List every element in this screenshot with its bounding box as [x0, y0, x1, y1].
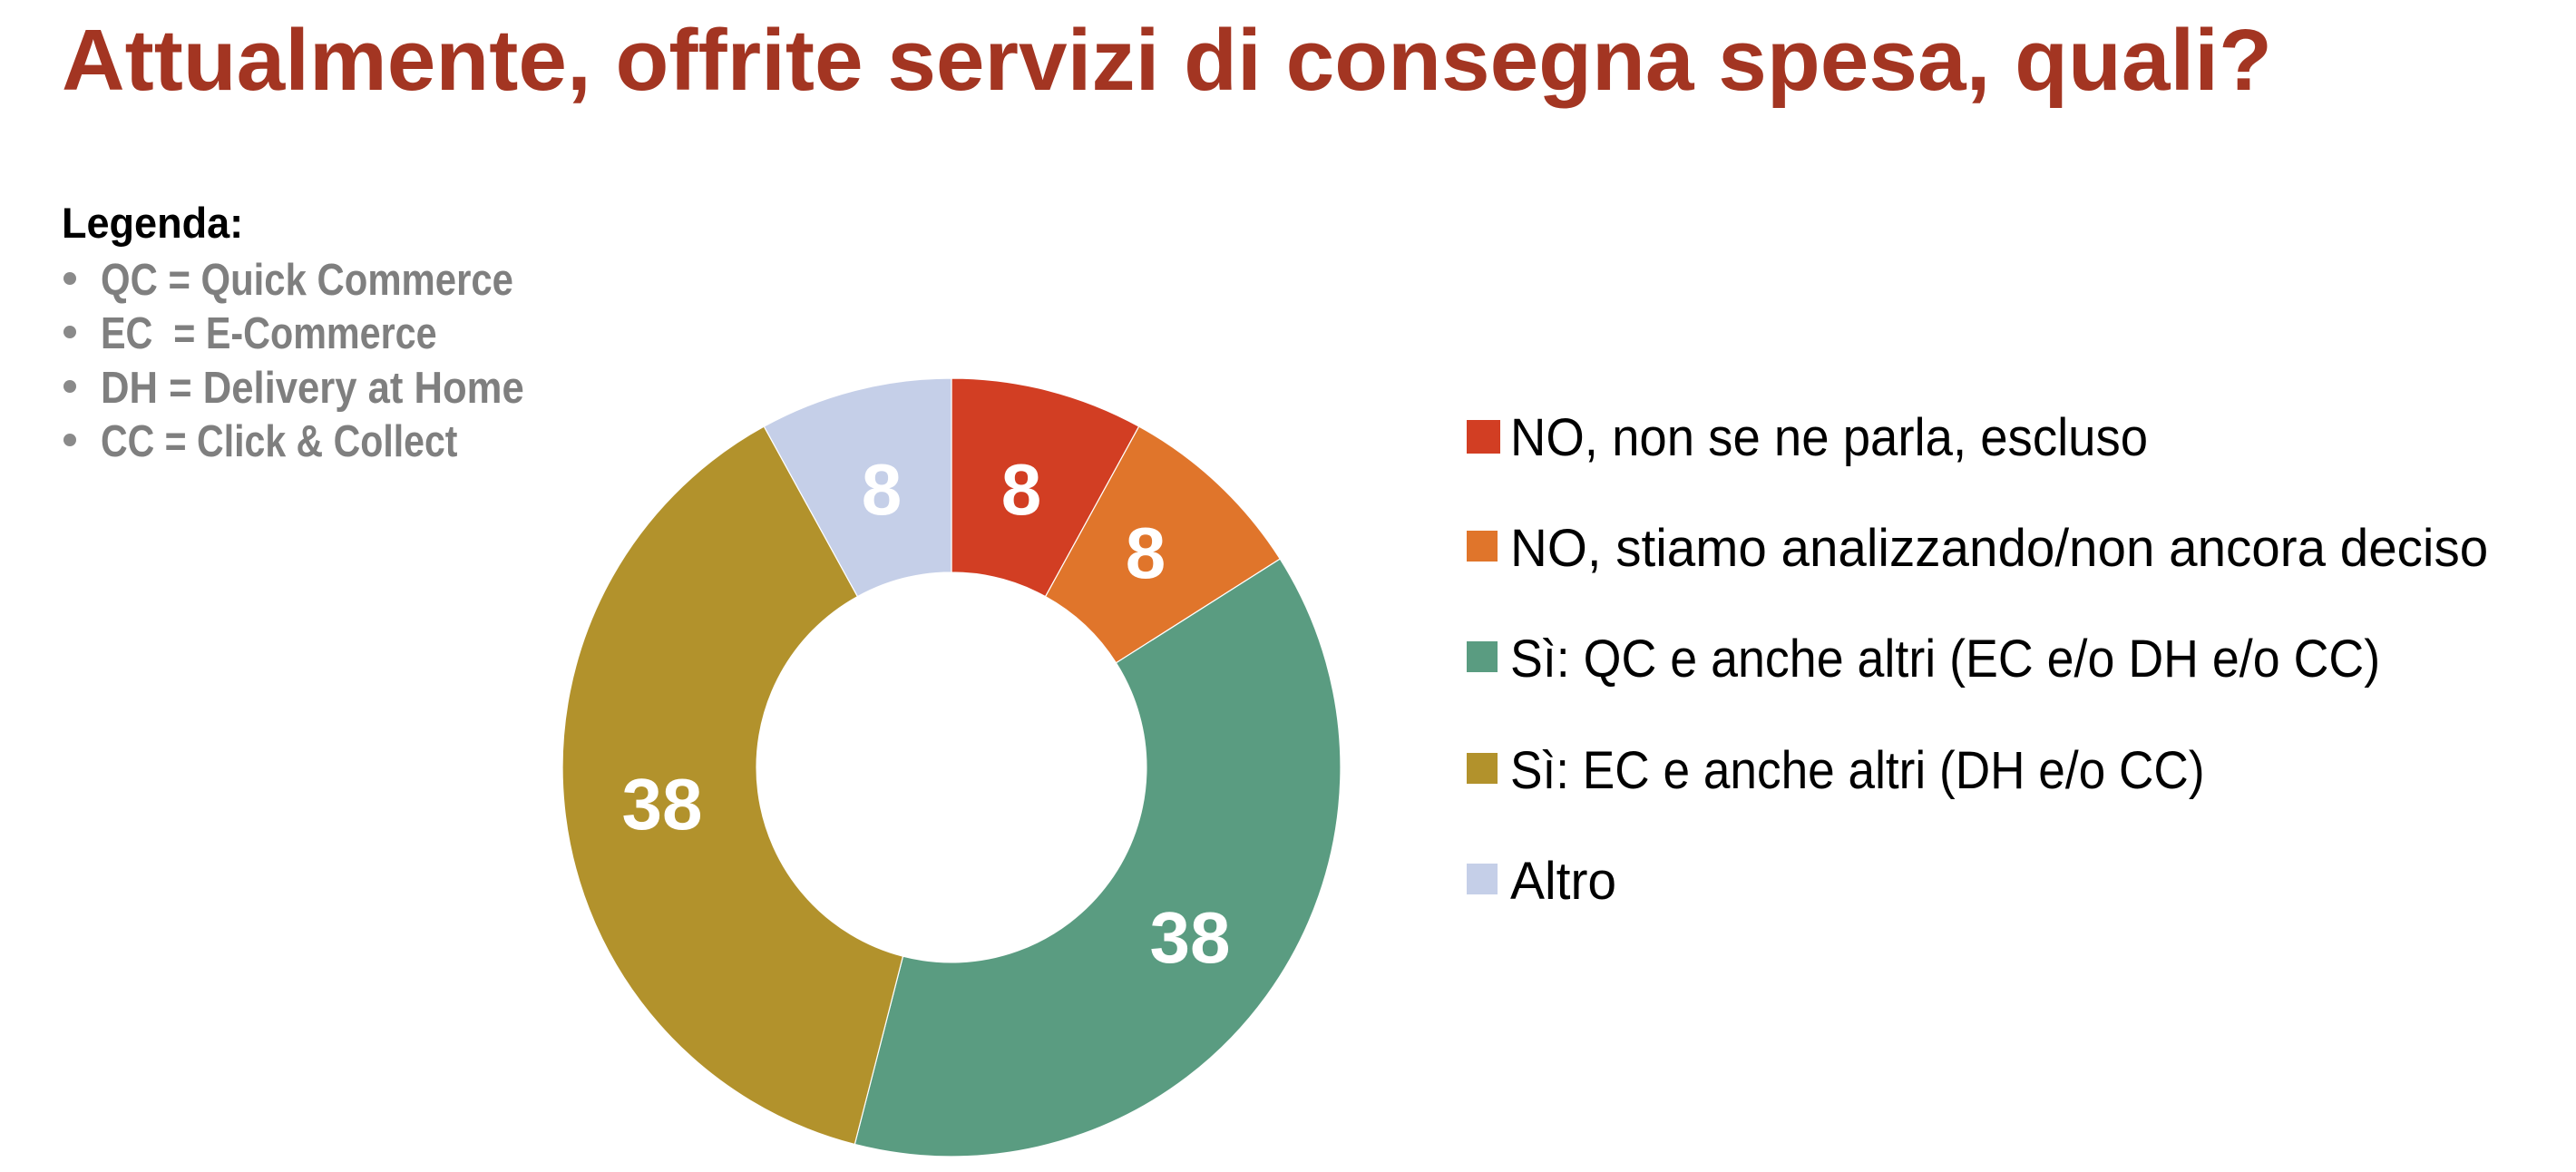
svg-text:8: 8 [1001, 449, 1042, 530]
svg-text:38: 38 [1150, 897, 1231, 978]
svg-text:8: 8 [1126, 513, 1166, 593]
svg-text:8: 8 [862, 449, 903, 530]
svg-text:38: 38 [622, 764, 703, 845]
